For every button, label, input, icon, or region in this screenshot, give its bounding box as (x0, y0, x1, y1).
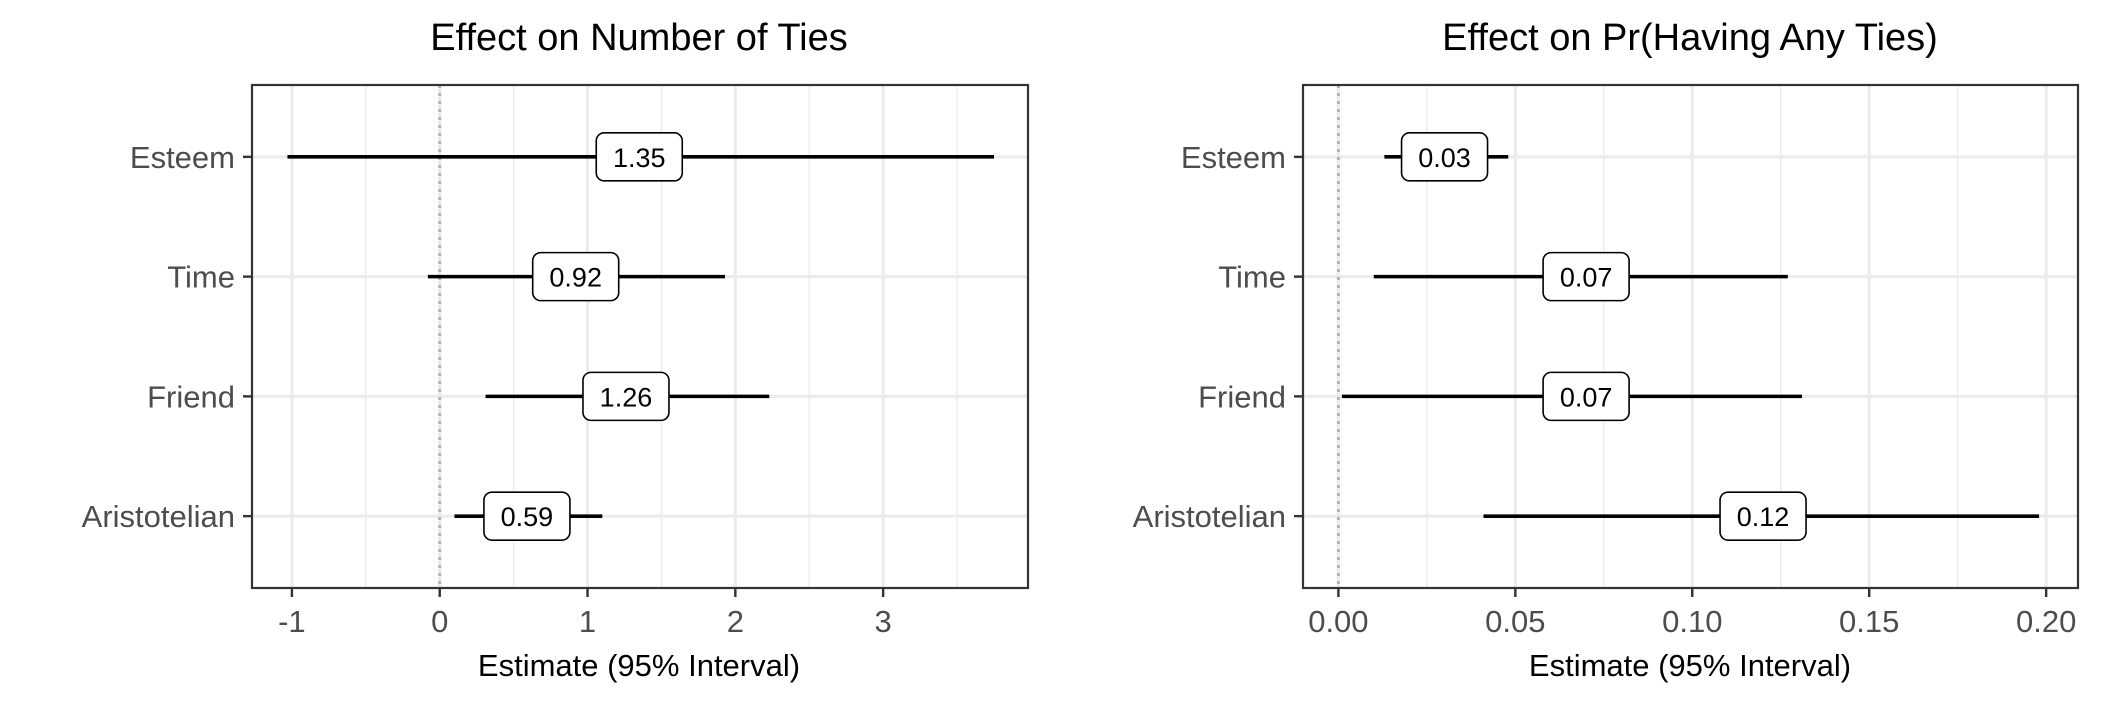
left-y-tick-label-esteem: Esteem (130, 140, 235, 175)
left-x-tick-label: 2 (727, 604, 744, 639)
right-estimate-label-aristotelian: 0.12 (1737, 502, 1790, 532)
right-x-tick-label: 0.10 (1662, 604, 1722, 639)
right-y-tick-label-time: Time (1218, 260, 1286, 295)
left-y-tick-label-friend: Friend (147, 379, 235, 414)
right-estimate-label-friend: 0.07 (1560, 382, 1613, 412)
right-y-tick-label-aristotelian: Aristotelian (1133, 499, 1286, 534)
right-estimate-box-esteem (1400, 132, 1489, 182)
left-x-tick-label: 3 (875, 604, 892, 639)
left-plot-area: 1.35 Esteem 0.92 Time 1.26 Friend 0.59 Aristote… (82, 83, 1030, 639)
right-estimate-box-aristotelian (1719, 491, 1807, 541)
left-estimate-label-esteem: 1.35 (613, 143, 666, 173)
left-y-tick-label-time: Time (167, 260, 235, 295)
right-x-tick-label: 0.20 (2016, 604, 2076, 639)
left-panel-border (250, 83, 1030, 590)
left-x-tick-label: -1 (278, 604, 306, 639)
right-x-axis-label: Estimate (95% Interval) (1529, 648, 1851, 683)
left-estimate-label-friend: 1.26 (600, 382, 653, 412)
left-y-tick-label-aristotelian: Aristotelian (82, 499, 235, 534)
right-y-tick-label-friend: Friend (1198, 379, 1286, 414)
right-estimate-box-time (1542, 251, 1630, 302)
right-x-tick-label: 0.00 (1308, 604, 1368, 639)
left-estimate-box-aristotelian (483, 491, 571, 541)
right-estimate-label-esteem: 0.03 (1418, 143, 1471, 173)
right-estimate-box-friend (1542, 371, 1630, 422)
left-panel-title: Effect on Number of Ties (430, 17, 848, 59)
left-estimate-label-time: 0.92 (549, 263, 602, 293)
right-panel: Effect on Pr(Having Any Ties) 0.03 Esteem… (1133, 17, 2080, 683)
right-x-tick-label: 0.05 (1485, 604, 1545, 639)
right-estimate-label-time: 0.07 (1560, 263, 1613, 293)
left-x-tick-label: 1 (579, 604, 596, 639)
right-panel-border (1301, 83, 2080, 590)
left-x-tick-label: 0 (431, 604, 448, 639)
left-estimate-box-time (531, 251, 620, 302)
right-plot-area: 0.03 Esteem 0.07 Time 0.07 Friend 0.12 Aristote… (1133, 83, 2080, 639)
left-estimate-box-friend (582, 371, 670, 422)
right-y-tick-label-esteem: Esteem (1181, 140, 1286, 175)
left-x-axis-label: Estimate (95% Interval) (478, 648, 800, 683)
left-estimate-label-aristotelian: 0.59 (501, 502, 554, 532)
left-panel: Effect on Number of Ties 1.35 Esteem 0.92 T… (82, 17, 1030, 683)
right-panel-title: Effect on Pr(Having Any Ties) (1442, 17, 1938, 59)
right-x-tick-label: 0.15 (1839, 604, 1899, 639)
left-estimate-box-esteem (595, 132, 684, 182)
